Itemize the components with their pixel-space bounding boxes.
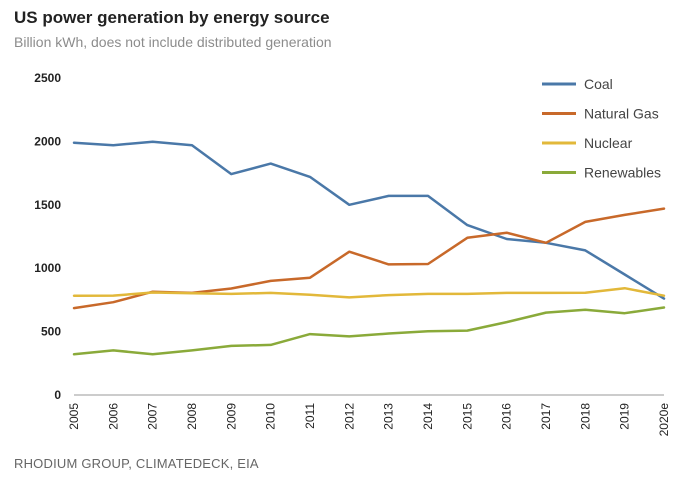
x-tick-label: 2013 [382, 403, 396, 430]
legend-label-coal: Coal [584, 76, 613, 92]
series-line-nuclear [72, 286, 666, 299]
x-tick-label: 2009 [224, 403, 238, 430]
x-tick-label: 2014 [421, 403, 435, 430]
x-tick-label: 2017 [539, 403, 553, 430]
series-line-coal [72, 140, 666, 300]
x-tick-label: 2011 [303, 403, 317, 429]
y-tick-label: 2500 [34, 71, 61, 85]
y-tick-label: 1500 [34, 198, 61, 212]
chart-title: US power generation by energy source [14, 8, 330, 27]
x-tick-label: 2016 [500, 403, 514, 430]
y-tick-label: 0 [54, 388, 61, 402]
legend-label-renewables: Renewables [584, 165, 661, 181]
x-tick-label: 2008 [185, 403, 199, 430]
chart-subtitle: Billion kWh, does not include distribute… [14, 34, 332, 50]
series-line-renewables [72, 306, 666, 356]
x-tick-label: 2006 [106, 403, 120, 430]
y-tick-label: 500 [41, 325, 61, 339]
x-tick-label: 2018 [578, 403, 592, 430]
legend-label-nuclear: Nuclear [584, 135, 633, 151]
y-tick-label: 1000 [34, 261, 61, 275]
x-tick-label: 2015 [460, 403, 474, 430]
x-tick-label: 2007 [146, 403, 160, 430]
x-tick-label: 2010 [264, 403, 278, 430]
y-tick-label: 2000 [34, 134, 61, 148]
x-tick-label: 2019 [618, 403, 632, 430]
source-note: RHODIUM GROUP, CLIMATEDECK, EIA [14, 456, 259, 471]
legend-label-natural-gas: Natural Gas [584, 106, 659, 122]
x-tick-label: 2020e [657, 403, 671, 437]
x-tick-label: 2012 [342, 403, 356, 430]
x-tick-label: 2005 [67, 403, 81, 430]
